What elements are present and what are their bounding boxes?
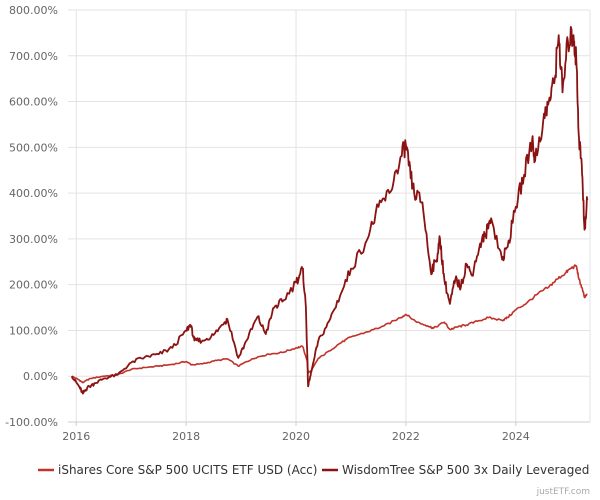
y-tick-label: 400.00% (9, 187, 58, 200)
x-axis-tick-labels: 2016 2018 2020 2022 2024 (62, 430, 530, 443)
legend-item-2[interactable]: WisdomTree S&P 500 3x Daily Leveraged (322, 463, 589, 477)
y-tick-label: 600.00% (9, 96, 58, 109)
y-tick-label: -100.00% (5, 416, 58, 429)
legend-label: iShares Core S&P 500 UCITS ETF USD (Acc) (58, 463, 317, 477)
x-tick-label: 2024 (502, 430, 530, 443)
legend[interactable]: iShares Core S&P 500 UCITS ETF USD (Acc)… (38, 463, 589, 477)
y-tick-label: 700.00% (9, 50, 58, 63)
x-tick-label: 2020 (282, 430, 310, 443)
y-tick-label: 200.00% (9, 279, 58, 292)
y-tick-label: 0.00% (23, 370, 58, 383)
y-tick-label: 500.00% (9, 141, 58, 154)
y-tick-label: 800.00% (9, 4, 58, 17)
series-line-1 (71, 264, 588, 384)
x-tick-label: 2018 (172, 430, 200, 443)
series-line-2 (70, 26, 589, 395)
x-tick-label: 2022 (392, 430, 420, 443)
watermark: justETF.com (536, 487, 590, 497)
grid-lines (68, 9, 591, 426)
series-lines (70, 26, 589, 395)
x-tick-label: 2016 (62, 430, 90, 443)
legend-label: WisdomTree S&P 500 3x Daily Leveraged (342, 463, 589, 477)
y-tick-label: 100.00% (9, 324, 58, 337)
y-axis-tick-labels: -100.00% 0.00% 100.00% 200.00% 300.00% 400.00… (5, 4, 58, 429)
legend-item-1[interactable]: iShares Core S&P 500 UCITS ETF USD (Acc) (38, 463, 317, 477)
y-tick-label: 300.00% (9, 233, 58, 246)
